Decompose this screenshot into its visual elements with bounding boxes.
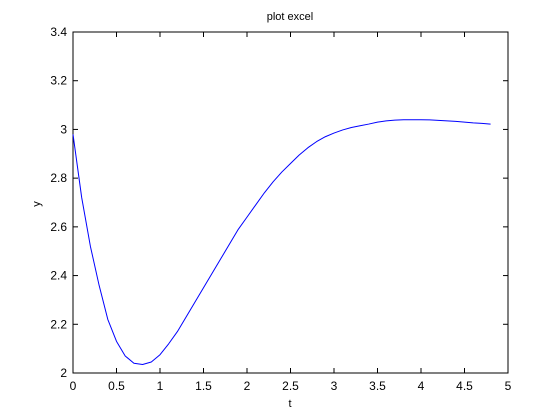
x-tick-label: 0 [70,379,77,393]
x-tick-label: 2.5 [282,379,299,393]
x-tick-label: 0.5 [108,379,125,393]
x-tick-label: 1.5 [195,379,212,393]
y-tick-label: 3.2 [50,74,67,88]
y-tick-label: 2.2 [50,317,67,331]
y-tick-label: 2.4 [50,269,67,283]
chart-title: plot excel [267,11,313,23]
axes-box [72,31,509,374]
x-tick-label: 1 [157,379,164,393]
y-axis-label: y [31,201,43,207]
y-tick-label: 3 [60,122,67,136]
x-tick-label: 3 [331,379,338,393]
x-tick-label: 4.5 [456,379,473,393]
x-tick-label: 5 [505,379,512,393]
x-tick-label: 2 [244,379,251,393]
y-tick-label: 3.4 [50,25,67,39]
series-layer [72,119,491,365]
series-line [72,119,491,365]
x-tick-label: 4 [418,379,425,393]
x-tick-label: 3.5 [369,379,386,393]
ticks-layer: 0 0.5 1 1.5 2 2.5 3 3.5 4 4.5 5 2 2.2 2.4 2.6 2.8 3 3.2 3.… [50,25,511,393]
x-axis-label: t [288,398,291,410]
y-tick-label: 2 [60,366,67,380]
y-tick-label: 2.6 [50,220,67,234]
y-tick-label: 2.8 [50,171,67,185]
